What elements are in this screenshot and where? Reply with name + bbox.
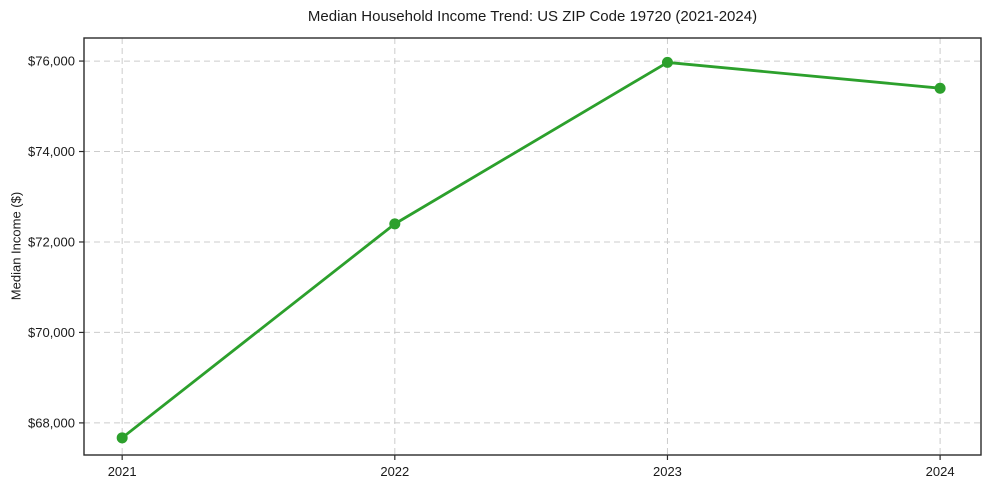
y-tick-label: $70,000 [28,325,75,340]
y-tick-label: $68,000 [28,415,75,430]
x-tick-label: 2022 [380,464,409,479]
y-tick-label: $74,000 [28,144,75,159]
trend-line [120,61,942,440]
data-point [116,432,128,444]
y-tick-label: $72,000 [28,234,75,249]
x-tick-label: 2024 [926,464,955,479]
data-point [661,56,673,68]
data-point [934,82,946,94]
plot-border [83,37,982,456]
y-tick-label: $76,000 [28,54,75,69]
x-tick-label: 2023 [653,464,682,479]
chart-title: Median Household Income Trend: US ZIP Co… [307,8,758,25]
data-point [389,218,401,230]
x-tick-label: 2021 [108,464,137,479]
